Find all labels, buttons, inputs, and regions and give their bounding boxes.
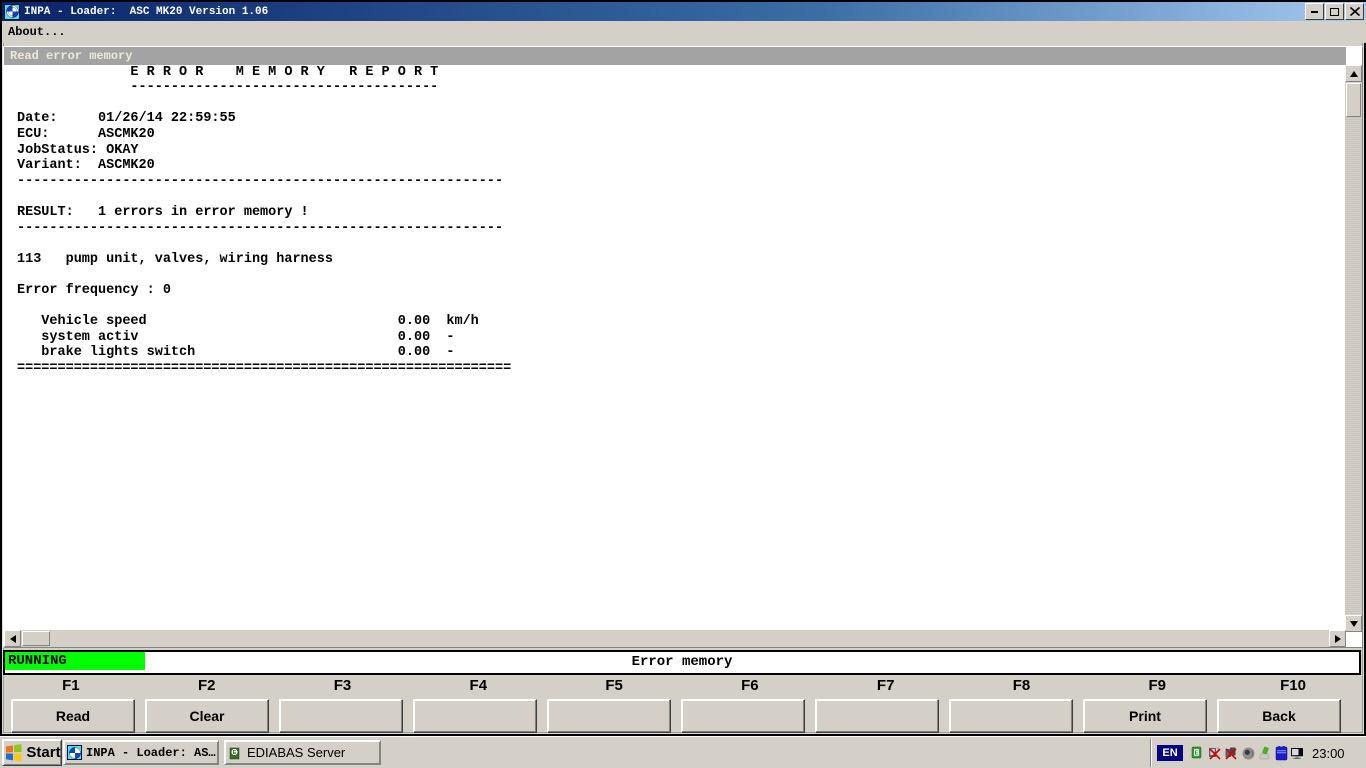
svg-text:E: E	[233, 750, 237, 756]
svg-text:E: E	[1195, 750, 1199, 756]
